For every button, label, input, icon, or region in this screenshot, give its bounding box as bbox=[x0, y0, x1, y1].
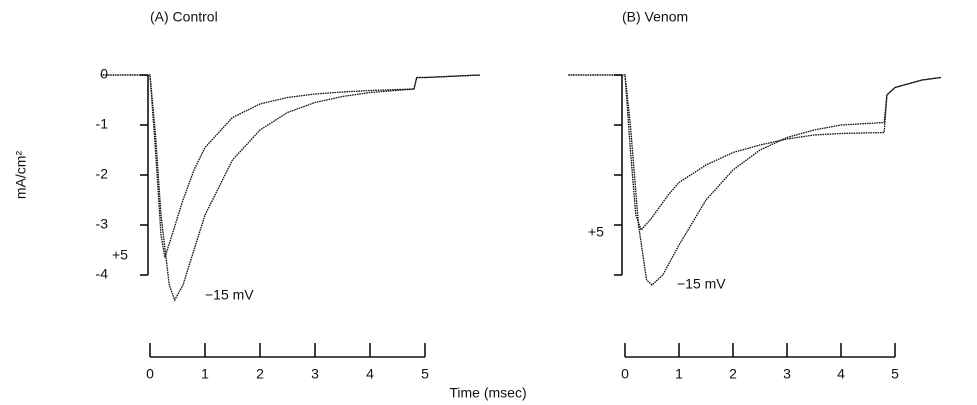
current-trace bbox=[100, 74, 481, 302]
y-tick-label: -1 bbox=[96, 116, 109, 132]
x-tick-label: 2 bbox=[256, 366, 264, 382]
current-trace bbox=[568, 74, 941, 286]
current-trace bbox=[100, 74, 481, 258]
annotation: +5 bbox=[112, 247, 128, 263]
y-tick-label: 0 bbox=[100, 66, 108, 82]
x-axis-label: Time (msec) bbox=[449, 385, 526, 401]
x-tick-label: 0 bbox=[621, 366, 629, 382]
x-tick-label: 5 bbox=[421, 366, 429, 382]
y-tick-label: -3 bbox=[96, 216, 109, 232]
x-tick-label: 5 bbox=[891, 366, 899, 382]
annotation: +5 bbox=[588, 224, 604, 240]
y-axis-label: mA/cm² bbox=[13, 151, 29, 200]
x-tick-label: 2 bbox=[729, 366, 737, 382]
annotation: −15 mV bbox=[205, 287, 254, 303]
x-tick-label: 1 bbox=[675, 366, 683, 382]
panel-title: (A) Control bbox=[150, 9, 218, 25]
current-trace bbox=[568, 74, 941, 232]
x-tick-label: 0 bbox=[146, 366, 154, 382]
y-tick-label: -4 bbox=[96, 266, 109, 282]
annotation: −15 mV bbox=[677, 276, 726, 292]
x-tick-label: 3 bbox=[311, 366, 319, 382]
x-tick-label: 3 bbox=[783, 366, 791, 382]
x-tick-label: 4 bbox=[837, 366, 845, 382]
y-tick-label: -2 bbox=[96, 166, 109, 182]
x-tick-label: 1 bbox=[201, 366, 209, 382]
x-tick-label: 4 bbox=[366, 366, 374, 382]
panel-title: (B) Venom bbox=[622, 9, 688, 25]
